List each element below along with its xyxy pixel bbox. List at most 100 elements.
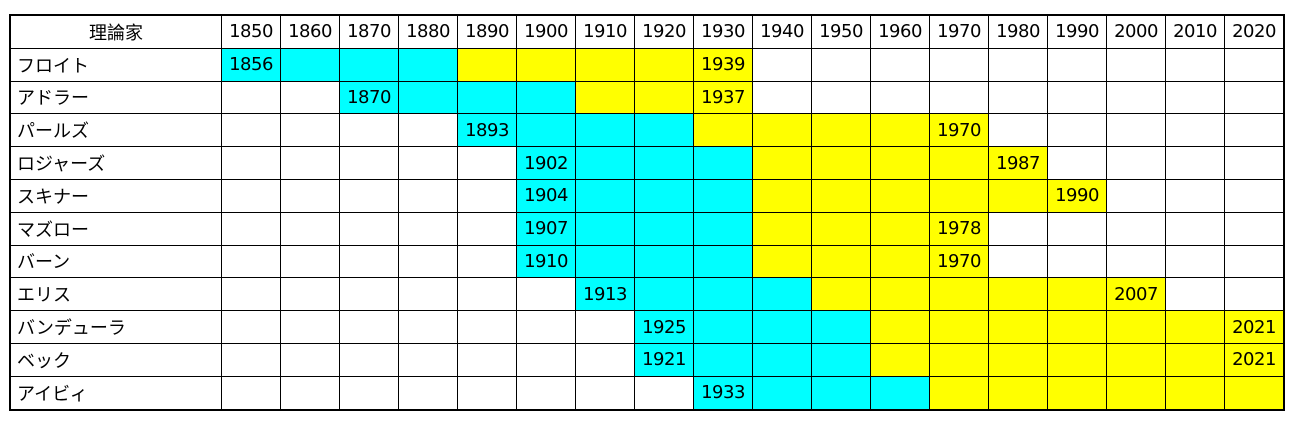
timeline-cell: [1165, 277, 1225, 312]
timeline-cell: [1224, 113, 1285, 148]
column-header-decade: 1950: [811, 14, 871, 49]
column-header-decade: 1850: [221, 14, 281, 49]
table-row: ロジャーズ 1902 1987: [9, 146, 1285, 180]
timeline-cell: [988, 178, 1048, 213]
timeline-cell: [280, 178, 340, 213]
theorist-name-cell: マズロー: [9, 211, 222, 246]
timeline-cell: [634, 80, 694, 115]
timeline-cell: [1047, 310, 1107, 344]
timeline-cell: 2021: [1224, 310, 1285, 344]
timeline-cell: [457, 146, 517, 180]
timeline-cell: 1921: [634, 342, 694, 377]
timeline-cell: [575, 146, 635, 180]
header-row: 理論家 1850 1860 1870 1880 1890 1900 1910 1920 1930…: [9, 14, 1285, 49]
column-header-decade: 1930: [693, 14, 753, 49]
theorist-name-cell: アイビィ: [9, 375, 222, 411]
timeline-cell: [929, 146, 989, 180]
timeline-cell: [516, 47, 576, 82]
timeline-cell: [1047, 47, 1107, 82]
timeline-cell: [811, 178, 871, 213]
timeline-cell: [457, 178, 517, 213]
timeline-cell: [988, 310, 1048, 344]
timeline-cell: 1870: [339, 80, 399, 115]
timeline-cell: [811, 211, 871, 246]
timeline-cell: [752, 277, 812, 312]
timeline-cell: [1224, 211, 1285, 246]
timeline-cell: [221, 244, 281, 279]
column-header-decade: 2000: [1106, 14, 1166, 49]
timeline-cell: [870, 244, 930, 279]
theorist-name-cell: ベック: [9, 342, 222, 377]
timeline-cell: [811, 244, 871, 279]
table-row: アイビィ 1933: [9, 375, 1285, 411]
timeline-cell: [988, 375, 1048, 411]
table-row: ベック 1921 2021: [9, 342, 1285, 377]
timeline-cell: [634, 146, 694, 180]
timeline-cell: [870, 80, 930, 115]
timeline-cell: [988, 47, 1048, 82]
timeline-cell: [752, 310, 812, 344]
timeline-cell: [398, 146, 458, 180]
timeline-cell: [929, 310, 989, 344]
column-header-decade: 1870: [339, 14, 399, 49]
table-row: フロイト 1856 1939: [9, 47, 1285, 82]
column-header-decade: 2010: [1165, 14, 1225, 49]
timeline-cell: [221, 113, 281, 148]
timeline-cell: [870, 277, 930, 312]
timeline-cell: [575, 113, 635, 148]
column-header-theorist: 理論家: [9, 14, 222, 49]
timeline-cell: [693, 113, 753, 148]
timeline-cell: [1165, 146, 1225, 180]
timeline-cell: [280, 80, 340, 115]
timeline-cell: [339, 375, 399, 411]
timeline-cell: [339, 146, 399, 180]
timeline-cell: [575, 310, 635, 344]
timeline-cell: 2021: [1224, 342, 1285, 377]
timeline-cell: [457, 211, 517, 246]
timeline-cell: [1165, 47, 1225, 82]
theorist-name-cell: パールズ: [9, 113, 222, 148]
timeline-cell: [752, 80, 812, 115]
timeline-cell: [929, 80, 989, 115]
column-header-decade: 1980: [988, 14, 1048, 49]
timeline-cell: [457, 244, 517, 279]
timeline-cell: 1856: [221, 47, 281, 82]
timeline-cell: [752, 375, 812, 411]
timeline-cell: [1165, 80, 1225, 115]
column-header-decade: 1890: [457, 14, 517, 49]
timeline-cell: [1224, 244, 1285, 279]
timeline-cell: [280, 375, 340, 411]
timeline-cell: [1047, 146, 1107, 180]
timeline-cell: [575, 178, 635, 213]
theorist-name-cell: エリス: [9, 277, 222, 312]
timeline-cell: [1165, 244, 1225, 279]
timeline-cell: [811, 375, 871, 411]
timeline-cell: [339, 244, 399, 279]
table-row: エリス 1913 2007: [9, 277, 1285, 312]
column-header-decade: 1970: [929, 14, 989, 49]
timeline-cell: [1224, 146, 1285, 180]
timeline-cell: [752, 178, 812, 213]
timeline-cell: 1990: [1047, 178, 1107, 213]
timeline-cell: 2007: [1106, 277, 1166, 312]
timeline-cell: [634, 113, 694, 148]
timeline-cell: [398, 178, 458, 213]
timeline-cell: 1910: [516, 244, 576, 279]
timeline-cell: [516, 342, 576, 377]
timeline-cell: [811, 342, 871, 377]
timeline-cell: 1970: [929, 244, 989, 279]
timeline-cell: [280, 310, 340, 344]
column-header-decade: 1960: [870, 14, 930, 49]
table-row: アドラー 1870 1937: [9, 80, 1285, 115]
timeline-cell: [929, 342, 989, 377]
timeline-cell: [1224, 178, 1285, 213]
column-header-decade: 1860: [280, 14, 340, 49]
timeline-cell: [693, 211, 753, 246]
timeline-cell: [457, 375, 517, 411]
timeline-cell: [516, 310, 576, 344]
timeline-cell: [339, 342, 399, 377]
timeline-cell: [811, 113, 871, 148]
timeline-cell: [1106, 146, 1166, 180]
timeline-cell: [1224, 375, 1285, 411]
timeline-cell: [988, 277, 1048, 312]
